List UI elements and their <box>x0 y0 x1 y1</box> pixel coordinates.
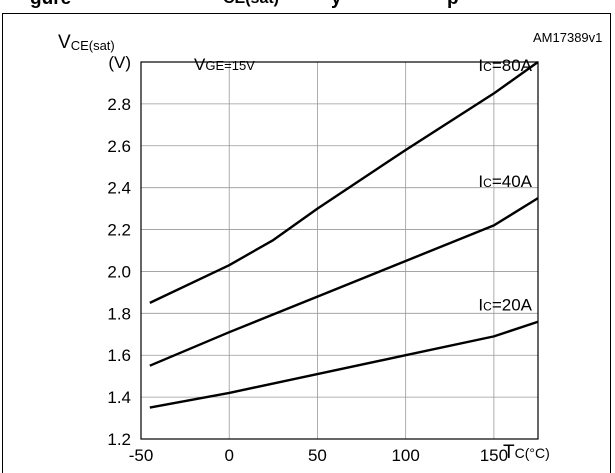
caption-fragment-middle: CE(sat) <box>223 0 279 8</box>
y-axis-label: VCE(sat) <box>58 32 115 53</box>
x-tick-label: 150 <box>480 446 508 465</box>
y-tick-label: 2.4 <box>107 179 131 198</box>
series-line-ic-80a <box>149 61 539 304</box>
series-line-ic-20a <box>149 320 539 409</box>
y-tick-label: 2.0 <box>107 262 131 281</box>
x-tick-label: -50 <box>129 446 154 465</box>
y-tick-label: 2.2 <box>107 221 131 240</box>
caption-fragment-right-b: p <box>447 0 459 10</box>
series-label-ic-20a: IC=20A <box>478 296 532 315</box>
figure-id: AM17389v1 <box>533 30 602 45</box>
series-label-ic-40a: IC=40A <box>478 172 532 191</box>
y-tick-label: 1.8 <box>107 304 131 323</box>
y-tick-label: 2.6 <box>107 137 131 156</box>
grid <box>141 62 538 439</box>
y-tick-label: 2.8 <box>107 95 131 114</box>
series-group: IC=20A IC=40A IC=80A <box>149 56 539 409</box>
vge-annotation: VGE=15V <box>194 55 255 74</box>
y-tick-labels: 1.2 1.4 1.6 1.8 2.0 2.2 2.4 2.6 2.8 (V) <box>107 53 131 449</box>
plot-frame <box>140 61 539 440</box>
figure-caption: gure CE(sat) y p <box>0 0 615 12</box>
x-tick-label: 50 <box>308 446 327 465</box>
y-tick-label: 1.2 <box>107 430 131 449</box>
series-label-ic-80a: IC=80A <box>478 56 532 75</box>
caption-fragment-right-a: y <box>331 0 342 10</box>
x-tick-label: 0 <box>224 446 233 465</box>
figure-frame <box>2 13 611 473</box>
x-axis-label: TC(°C) <box>503 442 550 463</box>
x-tick-label: 100 <box>391 446 419 465</box>
y-tick-label: 1.6 <box>107 346 131 365</box>
caption-fragment-left: gure <box>30 0 71 10</box>
y-tick-label: (V) <box>108 53 131 72</box>
y-tick-label: 1.4 <box>107 388 131 407</box>
x-tick-labels: -50 0 50 100 150 <box>129 446 508 465</box>
series-line-ic-40a <box>149 197 539 367</box>
